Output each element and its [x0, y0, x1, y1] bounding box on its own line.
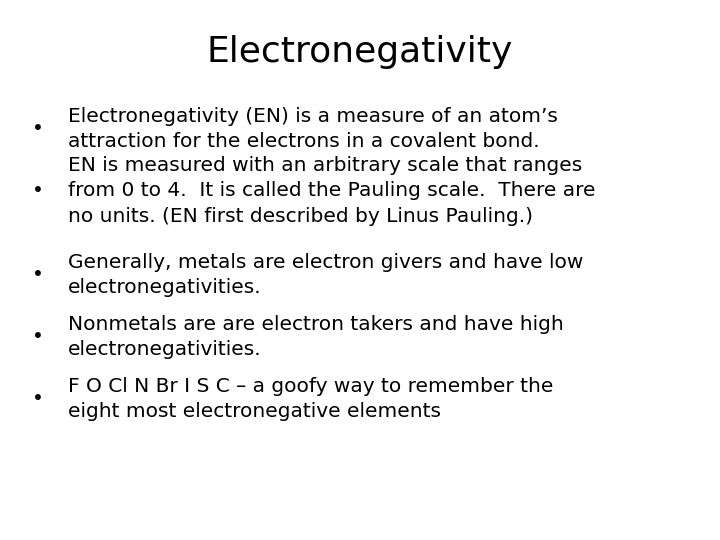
Text: Generally, metals are electron givers and have low
electronegativities.: Generally, metals are electron givers an… — [68, 253, 583, 298]
Text: •: • — [32, 327, 44, 347]
Text: EN is measured with an arbitrary scale that ranges
from 0 to 4.  It is called th: EN is measured with an arbitrary scale t… — [68, 156, 595, 226]
Text: •: • — [32, 389, 44, 408]
Text: Nonmetals are are electron takers and have high
electronegativities.: Nonmetals are are electron takers and ha… — [68, 315, 564, 360]
Text: Electronegativity (EN) is a measure of an atom’s
attraction for the electrons in: Electronegativity (EN) is a measure of a… — [68, 106, 558, 151]
Text: F O Cl N Br I S C – a goofy way to remember the
eight most electronegative eleme: F O Cl N Br I S C – a goofy way to remem… — [68, 376, 554, 421]
Text: •: • — [32, 181, 44, 200]
Text: •: • — [32, 119, 44, 138]
Text: •: • — [32, 266, 44, 285]
Text: Electronegativity: Electronegativity — [207, 35, 513, 69]
